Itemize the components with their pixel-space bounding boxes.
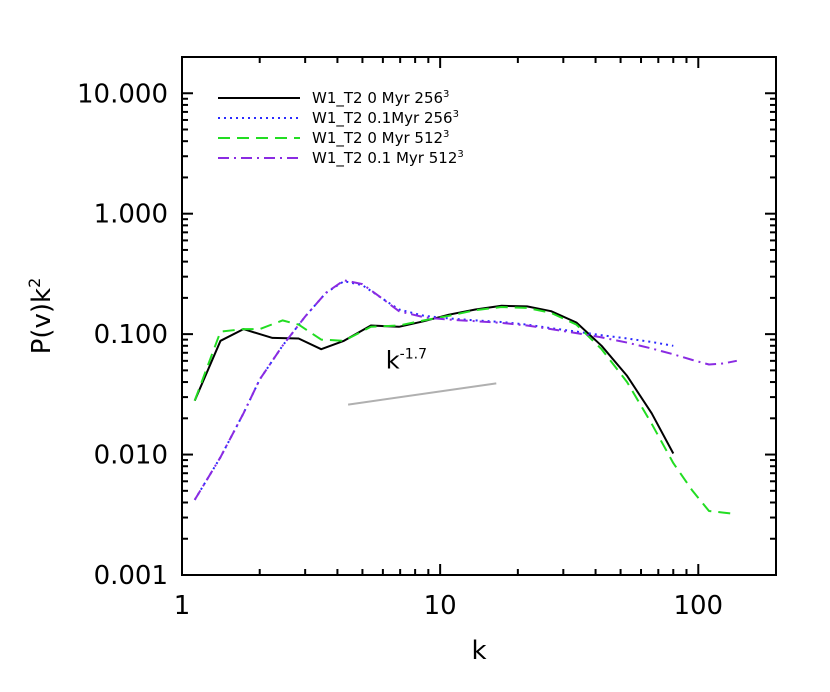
- series-line-1: [193, 304, 675, 454]
- x-tick-labels: 1 10 100: [174, 591, 723, 621]
- legend-label-superscript: 3: [453, 109, 459, 120]
- series-layer: [193, 279, 737, 516]
- annotation-layer: k-1.7: [347, 346, 497, 406]
- legend-label-1: W1_T2 0 Myr 2563: [312, 89, 449, 108]
- x-tick-label: 1: [174, 591, 191, 621]
- x-tick-label: 100: [673, 591, 723, 621]
- series-line-2: [193, 280, 674, 501]
- y-tick-label: 0.001: [94, 561, 168, 591]
- series-line-4: [193, 279, 737, 501]
- y-axis-title: P(v)k: [27, 288, 57, 354]
- y-axis-title-group: P(v)k2: [25, 278, 57, 355]
- legend-label-superscript: 3: [457, 149, 463, 160]
- legend-label-text: W1_T2 0 Myr 512: [312, 129, 443, 148]
- legend-label-text: W1_T2 0.1 Myr 512: [312, 149, 457, 168]
- y-tick-label: 0.010: [94, 441, 168, 471]
- slope-annotation-exponent: -1.7: [400, 346, 427, 362]
- slope-annotation-base: k: [386, 346, 400, 374]
- legend-label-text: W1_T2 0 Myr 256: [312, 89, 443, 108]
- legend-label-3: W1_T2 0 Myr 5123: [312, 129, 449, 148]
- y-tick-labels: 0.001 0.010 0.100 1.000 10.000: [77, 79, 168, 591]
- legend-label-text: W1_T2 0.1Myr 256: [312, 109, 453, 128]
- y-tick-label: 1.000: [94, 200, 168, 230]
- slope-reference-line: [347, 382, 497, 406]
- legend-label-superscript: 3: [443, 129, 449, 140]
- y-axis-title-superscript: 2: [25, 278, 44, 288]
- slope-annotation-label: k-1.7: [386, 346, 427, 374]
- y-tick-label: 0.100: [94, 320, 168, 350]
- svg-text:P(v)k2: P(v)k2: [25, 278, 57, 355]
- y-tick-label: 10.000: [77, 79, 168, 109]
- legend-label-4: W1_T2 0.1 Myr 5123: [312, 149, 464, 168]
- legend-label-superscript: 3: [443, 89, 449, 100]
- series-line-3: [193, 306, 737, 516]
- plot-frame: [181, 56, 777, 576]
- tick-layer: [181, 56, 777, 576]
- x-tick-label: 10: [424, 591, 457, 621]
- legend-label-2: W1_T2 0.1Myr 2563: [312, 109, 459, 128]
- x-axis-title: k: [471, 636, 486, 666]
